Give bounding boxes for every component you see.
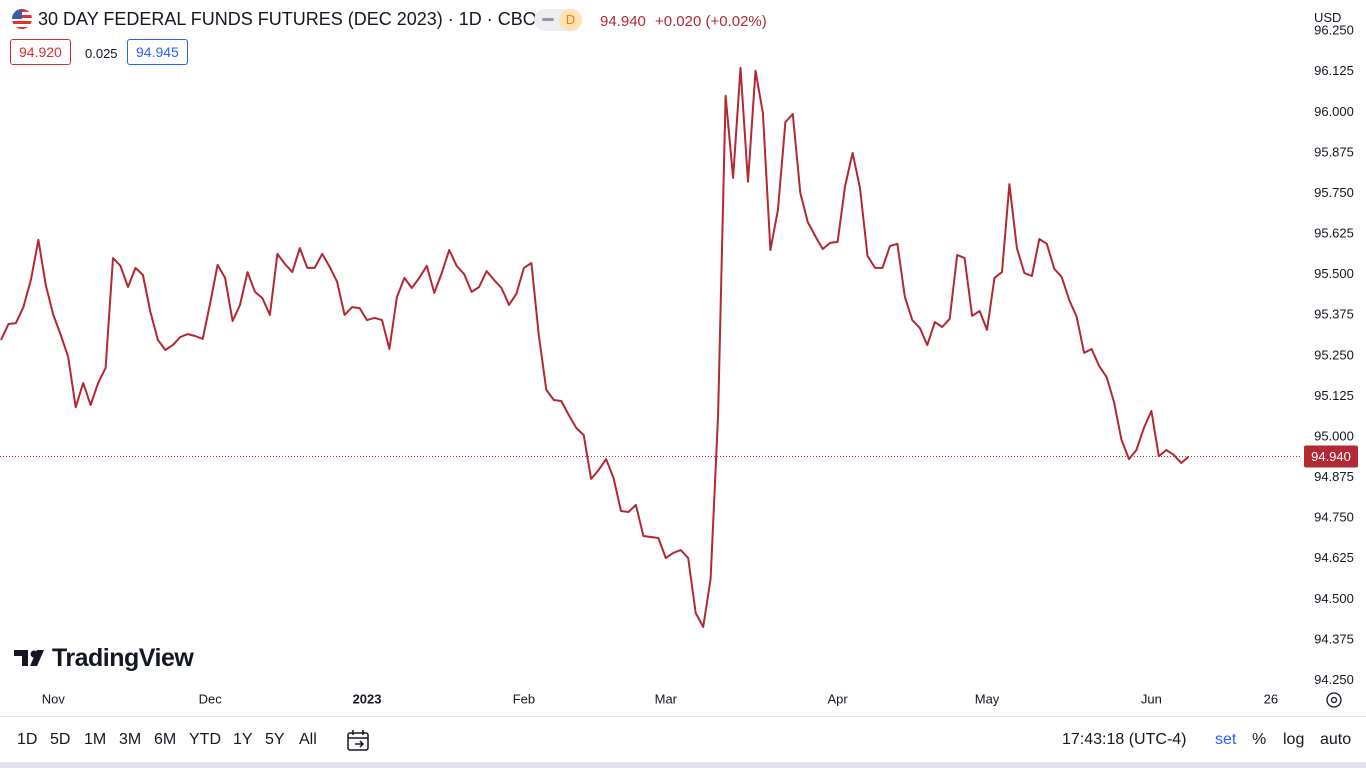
range-button[interactable]: 1Y bbox=[233, 731, 253, 748]
range-button[interactable]: 5Y bbox=[265, 731, 285, 748]
clock: 17:43:18 (UTC-4) bbox=[1062, 731, 1187, 748]
range-button[interactable]: All bbox=[299, 731, 317, 748]
y-tick-label: 95.375 bbox=[1314, 307, 1354, 322]
y-tick-label: 95.875 bbox=[1314, 144, 1354, 159]
settings-icon[interactable] bbox=[1326, 692, 1342, 708]
status-badge[interactable]: D bbox=[534, 9, 582, 31]
range-button[interactable]: 6M bbox=[154, 731, 177, 748]
x-tick-label: Nov bbox=[42, 691, 66, 706]
bid-price[interactable]: 94.920 bbox=[10, 39, 71, 65]
bottom-strip bbox=[0, 762, 1366, 768]
y-tick-label: 95.125 bbox=[1314, 388, 1354, 403]
y-tick-label: 94.250 bbox=[1314, 672, 1354, 687]
y-tick-label: 94.500 bbox=[1314, 591, 1354, 606]
x-tick-label: Feb bbox=[513, 691, 535, 706]
y-tick-label: 95.750 bbox=[1314, 185, 1354, 200]
x-tick-label: 26 bbox=[1264, 691, 1278, 706]
settings-icon-center bbox=[1330, 696, 1338, 704]
y-tick-label: 96.250 bbox=[1314, 23, 1354, 38]
y-tick-label: 94.375 bbox=[1314, 631, 1354, 646]
currency[interactable]: USD bbox=[1314, 10, 1362, 25]
scale-option[interactable]: log bbox=[1283, 731, 1305, 748]
logo-text: TradingView bbox=[52, 644, 194, 672]
x-tick-label: 2023 bbox=[353, 691, 382, 706]
chart: 94.250 94.375 94.500 94.625 94.750 94.875 95.0… bbox=[0, 22, 1358, 708]
logo: TradingView bbox=[14, 644, 194, 673]
scale-option[interactable]: % bbox=[1252, 731, 1267, 748]
scale-option[interactable]: set bbox=[1215, 731, 1237, 748]
symbol-title: 30 DAY FEDERAL FUNDS FUTURES (DEC 2023) … bbox=[38, 9, 548, 29]
y-tick-label: 96.000 bbox=[1314, 104, 1354, 119]
ask-price[interactable]: 94.945 bbox=[127, 39, 188, 65]
y-tick-label: 94.875 bbox=[1314, 469, 1354, 484]
range-button[interactable]: 5D bbox=[50, 731, 71, 748]
x-tick-label: Dec bbox=[199, 691, 223, 706]
range-button[interactable]: 3M bbox=[119, 731, 142, 748]
y-tick-label: 95.000 bbox=[1314, 428, 1354, 443]
x-tick-label: Apr bbox=[828, 691, 849, 706]
last-price-tag-label: 94.940 bbox=[1311, 449, 1351, 464]
range-button[interactable]: 1M bbox=[84, 731, 107, 748]
logo-mark bbox=[14, 650, 44, 666]
last-price: 94.940 bbox=[600, 13, 646, 30]
status-d: D bbox=[559, 9, 582, 31]
x-tick-label: Mar bbox=[655, 691, 678, 706]
spread: 0.025 bbox=[85, 46, 118, 61]
y-tick-label: 95.250 bbox=[1314, 347, 1354, 362]
status-dash bbox=[542, 18, 554, 21]
toolbar: 1D 5D 1M 3M 6M YTD 1Y 5Y All 17:43:18 (UTC-4) set%… bbox=[0, 716, 1366, 763]
range-button[interactable]: 1D bbox=[17, 731, 38, 748]
y-tick-label: 94.750 bbox=[1314, 510, 1354, 525]
range-button[interactable]: YTD bbox=[189, 731, 221, 748]
y-tick-label: 94.625 bbox=[1314, 550, 1354, 565]
x-tick-label: Jun bbox=[1141, 691, 1162, 706]
price-line bbox=[0, 66, 1190, 628]
y-tick-label: 95.625 bbox=[1314, 226, 1354, 241]
x-tick-label: May bbox=[975, 691, 1000, 706]
last-price-tag bbox=[1304, 445, 1358, 468]
y-tick-label: 95.500 bbox=[1314, 266, 1354, 281]
price-change: +0.020 (+0.02%) bbox=[655, 13, 767, 30]
scale-option[interactable]: auto bbox=[1320, 731, 1352, 748]
y-tick-label: 96.125 bbox=[1314, 63, 1354, 78]
date-range-icon[interactable] bbox=[346, 729, 372, 753]
flag-icon bbox=[12, 9, 32, 29]
